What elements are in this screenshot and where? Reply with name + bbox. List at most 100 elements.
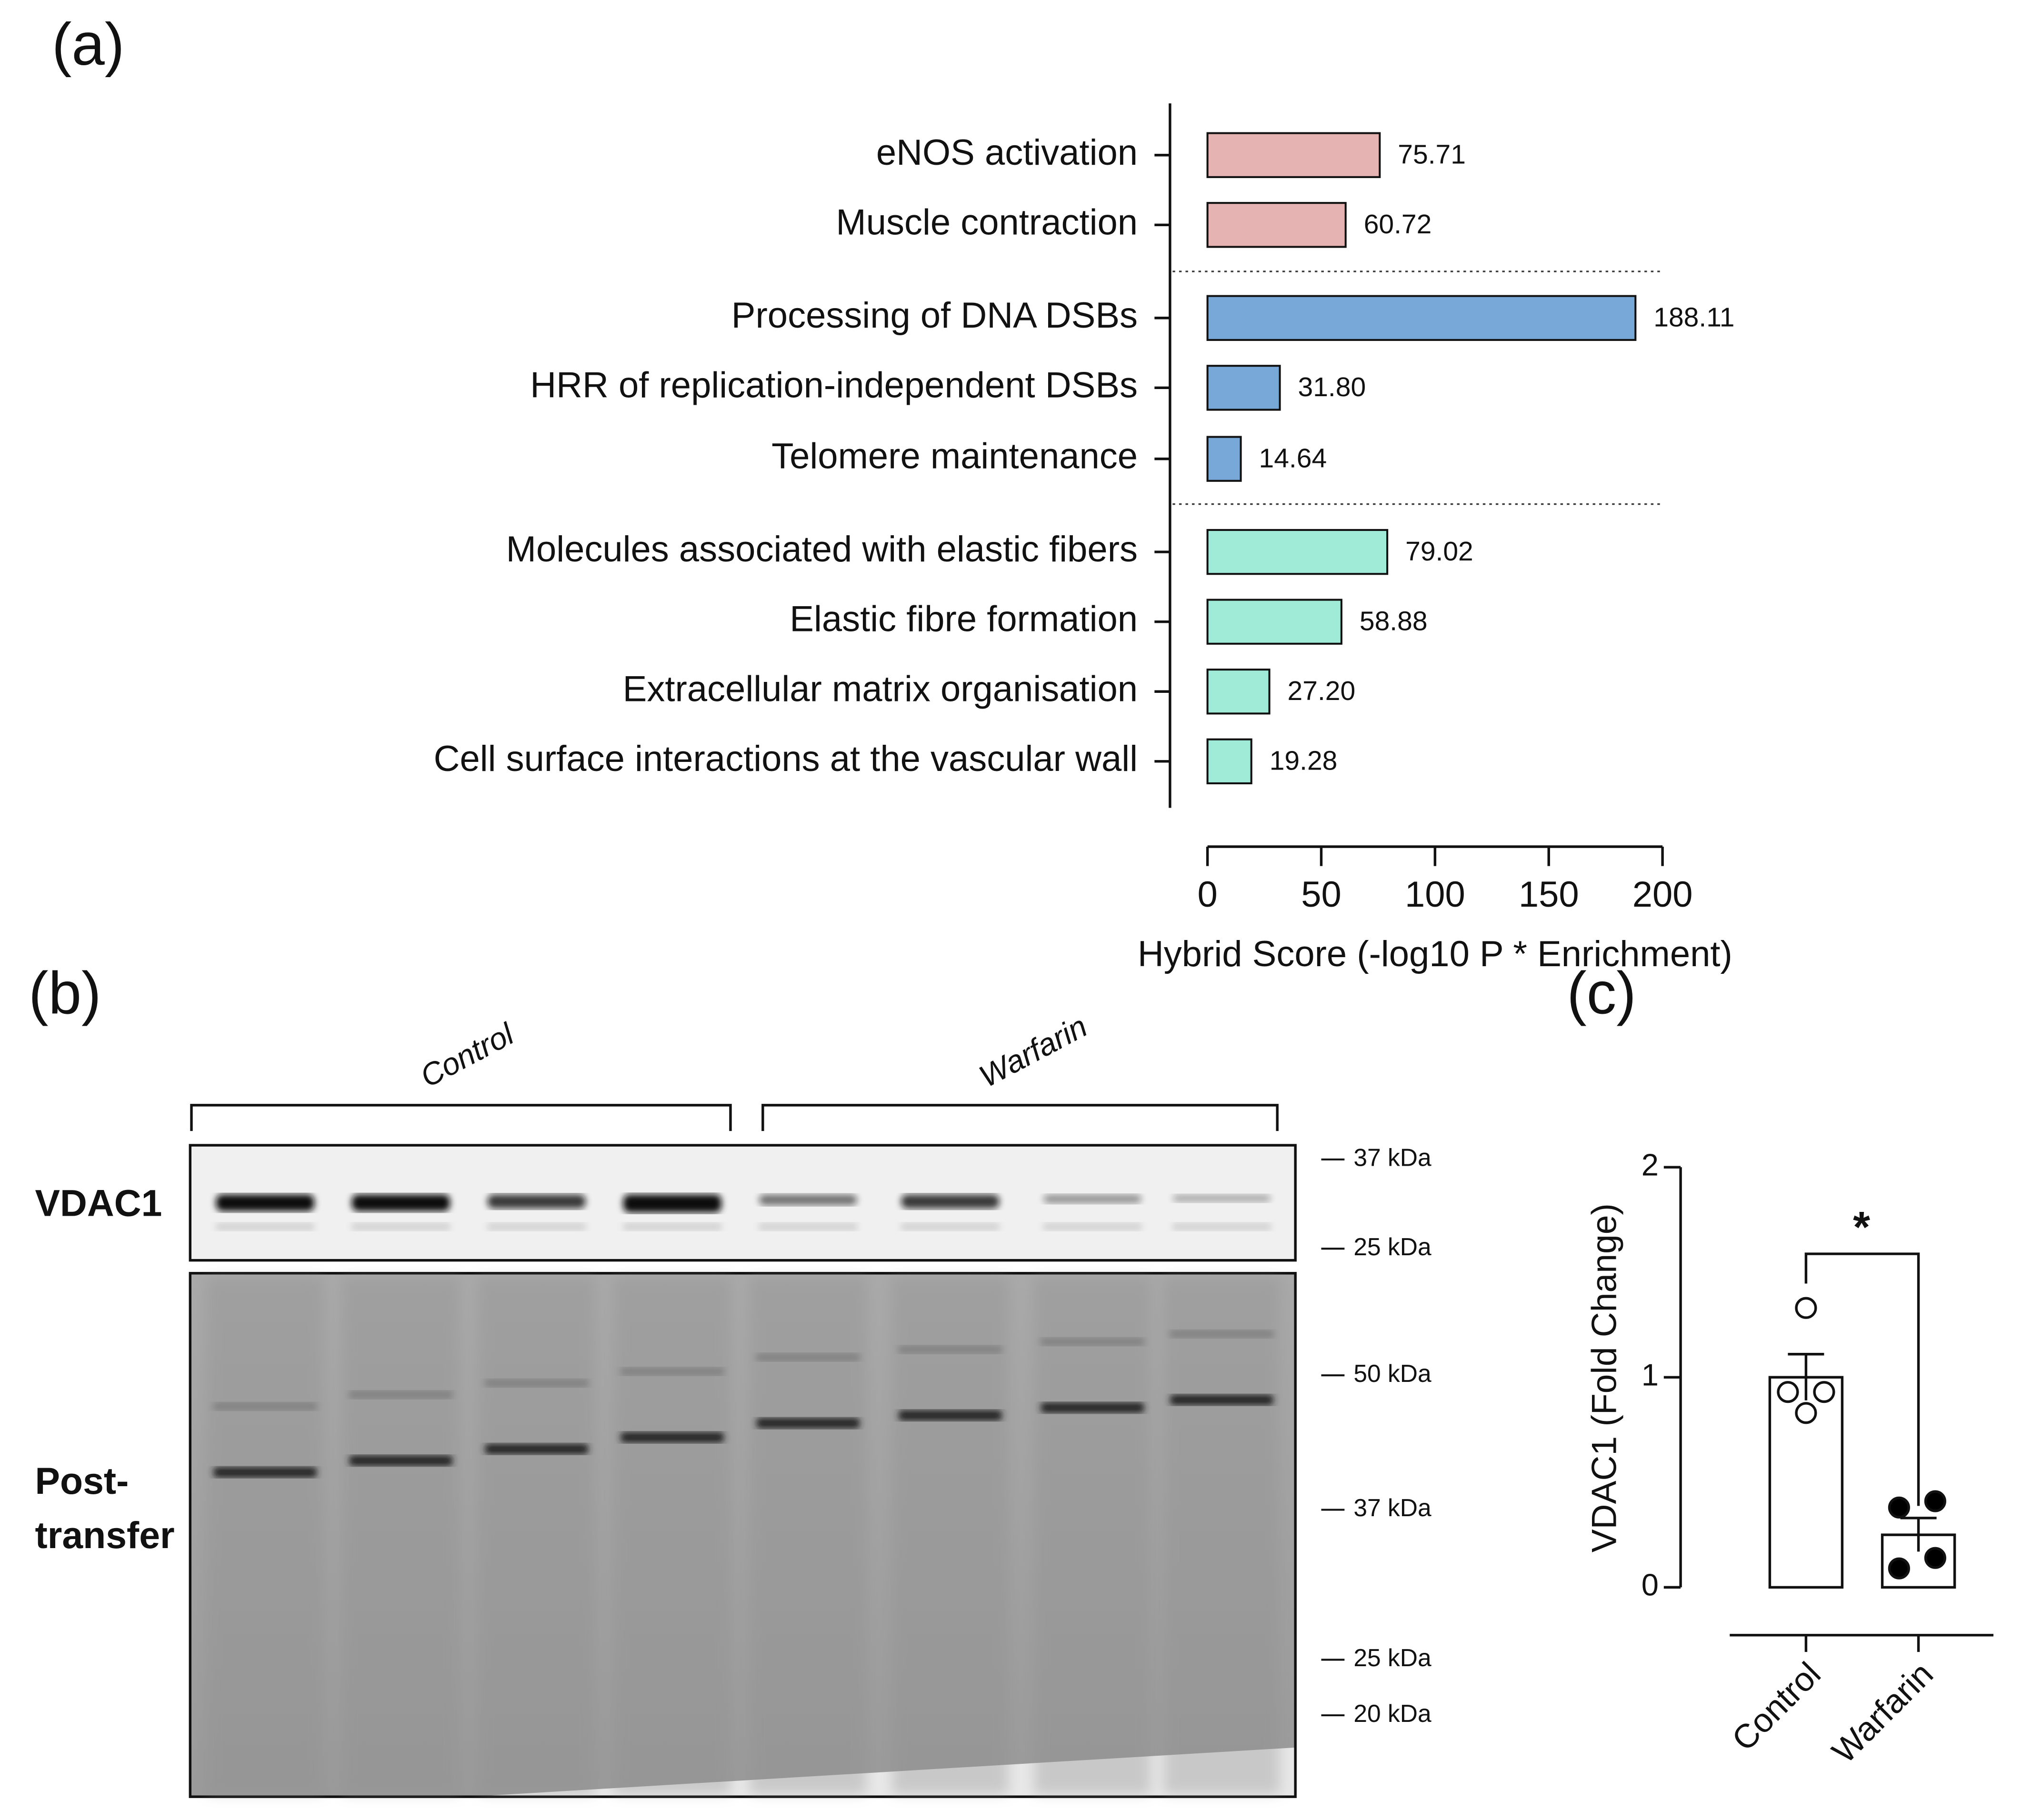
band: [487, 1222, 586, 1231]
y-tick-label: 0: [1642, 1568, 1659, 1602]
value-label: 31.80: [1298, 372, 1366, 402]
significance: *: [1853, 1202, 1870, 1252]
bar: [1206, 738, 1252, 785]
band: [349, 1390, 453, 1399]
marker-label: 37 kDa: [1353, 1144, 1431, 1171]
marker-label: 37 kDa: [1353, 1494, 1431, 1521]
bar: [1206, 529, 1389, 575]
value-label: 14.64: [1259, 443, 1327, 473]
lane: [478, 1277, 595, 1794]
data-point: [1795, 1402, 1817, 1424]
x-tick-label: 50: [1301, 874, 1341, 915]
row-label: Post-: [35, 1460, 129, 1502]
band: [1170, 1394, 1274, 1405]
group-label: Control: [415, 1016, 520, 1094]
data-point: [1924, 1547, 1946, 1569]
bar: [1206, 295, 1637, 341]
marker-label: 20 kDa: [1353, 1700, 1431, 1727]
category-label: Extracellular matrix organisation: [623, 669, 1138, 709]
blot-image: [189, 1144, 1297, 1798]
data-point: [1777, 1381, 1799, 1403]
band: [487, 1194, 586, 1209]
band: [759, 1222, 857, 1231]
band: [485, 1444, 589, 1454]
band: [623, 1194, 721, 1213]
data-point: [1888, 1557, 1910, 1580]
x-axis-title: Hybrid Score (-log10 P * Enrichment): [1138, 934, 1732, 974]
band: [1041, 1338, 1144, 1346]
band: [621, 1367, 724, 1376]
band: [213, 1402, 317, 1410]
band: [898, 1410, 1002, 1421]
value-label: 58.88: [1360, 606, 1428, 636]
lane: [614, 1277, 731, 1794]
value-label: 27.20: [1288, 676, 1356, 706]
band: [759, 1194, 857, 1206]
x-tick-label: Control: [1724, 1655, 1828, 1758]
x-tick-label: 0: [1197, 874, 1217, 915]
band: [213, 1467, 317, 1478]
size-markers: 37 kDa 25 kDa 50 kDa 37 kDa 25 kDa 20 kDa: [1321, 1144, 1431, 1727]
lane: [1034, 1277, 1151, 1794]
band: [216, 1222, 314, 1231]
group-bracket: [190, 1104, 1279, 1131]
value-label: 188.11: [1653, 302, 1734, 333]
bar: [1206, 436, 1242, 482]
row-label: VDAC1: [35, 1182, 162, 1224]
data-point: [1888, 1496, 1910, 1519]
bar: [1206, 599, 1342, 645]
x-tick-label: 200: [1632, 874, 1693, 915]
band: [623, 1222, 721, 1231]
data-point: [1795, 1297, 1817, 1319]
x-tick-label: 100: [1405, 874, 1465, 915]
bar: [1206, 365, 1281, 411]
marker-label: 25 kDa: [1353, 1644, 1431, 1671]
band: [1043, 1222, 1142, 1231]
y-axis-title: VDAC1 (Fold Change): [1585, 1203, 1624, 1552]
category-label: eNOS activation: [876, 132, 1138, 173]
data-point: [1924, 1490, 1946, 1512]
value-label: 75.71: [1398, 140, 1466, 170]
category-label: Molecules associated with elastic fibers: [506, 529, 1138, 570]
significance-bracket: [1804, 1252, 1920, 1506]
bar: [1206, 202, 1347, 248]
x-tick-label: Warfarin: [1825, 1655, 1941, 1770]
category-label: HRR of replication-independent DSBs: [530, 365, 1138, 405]
band: [756, 1353, 860, 1361]
value-label: 79.02: [1405, 536, 1473, 567]
band: [1041, 1402, 1144, 1413]
category-label: Muscle contraction: [836, 202, 1138, 242]
panel-label: (c): [1567, 960, 1636, 1027]
band: [1043, 1194, 1142, 1204]
y-tick-label: 1: [1642, 1357, 1659, 1392]
x-tick-label: 150: [1519, 874, 1579, 915]
y-tick-label: 2: [1642, 1147, 1659, 1182]
band: [349, 1455, 453, 1466]
group-label: Warfarin: [973, 1009, 1092, 1094]
bar: [1206, 669, 1271, 715]
panel-label: (b): [29, 960, 101, 1027]
marker-label: 50 kDa: [1353, 1360, 1431, 1387]
band: [621, 1432, 724, 1443]
band: [485, 1379, 589, 1387]
lane: [1163, 1277, 1280, 1794]
band: [901, 1222, 1000, 1231]
row-label: transfer: [35, 1514, 175, 1556]
band: [351, 1222, 450, 1231]
error-bar: [1900, 1517, 1937, 1552]
panel-label: (a): [52, 11, 125, 78]
band: [1170, 1330, 1274, 1338]
category-label: Processing of DNA DSBs: [731, 295, 1138, 336]
category-label: Telomere maintenance: [771, 436, 1138, 477]
band: [756, 1418, 860, 1429]
category-label: Cell surface interactions at the vascula…: [434, 739, 1138, 779]
marker-label: 25 kDa: [1353, 1233, 1431, 1260]
bar: [1206, 132, 1381, 178]
lane: [207, 1277, 323, 1794]
value-label: 19.28: [1270, 746, 1338, 776]
lane: [342, 1277, 459, 1794]
band: [898, 1345, 1002, 1354]
band: [1172, 1194, 1271, 1202]
data-point: [1813, 1381, 1835, 1403]
